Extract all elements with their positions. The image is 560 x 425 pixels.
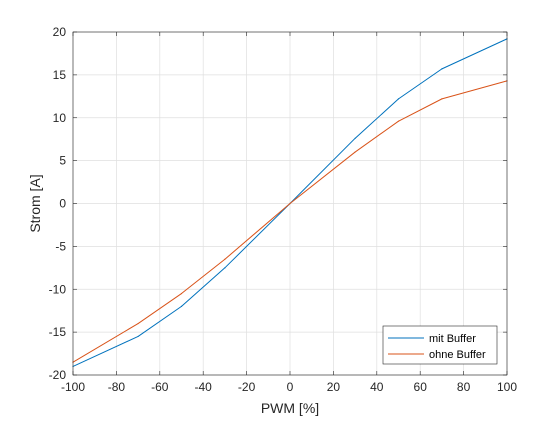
y-tick-label: -5	[55, 239, 66, 253]
y-tick-label: -20	[49, 368, 67, 382]
x-tick-label: 80	[457, 380, 471, 394]
data-point-ohne-buffer	[397, 120, 400, 122]
x-tick-label: 0	[287, 380, 294, 394]
data-point-mit-buffer	[397, 98, 400, 100]
x-tick-label: -100	[61, 380, 85, 394]
y-tick-label: 15	[53, 68, 67, 82]
y-tick-label: -10	[49, 282, 67, 296]
x-tick-label: 20	[327, 380, 341, 394]
data-point-ohne-buffer	[224, 258, 226, 260]
data-point-ohne-buffer	[137, 322, 139, 325]
y-tick-label: 0	[59, 197, 66, 211]
data-point-mit-buffer	[224, 267, 226, 269]
x-tick-label: -20	[238, 380, 256, 394]
data-point-mit-buffer	[137, 335, 139, 338]
x-axis-label: PWM [%]	[261, 400, 319, 416]
data-point-mit-buffer	[354, 137, 356, 139]
legend-box	[382, 325, 498, 365]
x-tick-label: -60	[151, 380, 169, 394]
x-tick-label: 100	[497, 380, 517, 394]
legend-label-mit-buffer: mit Buffer	[429, 333, 476, 345]
tick-labels: -100 -80 -60 -40 -20 0 20 40 60 80 100 -20 -15 -10 -5 0…	[49, 25, 518, 394]
legend: mit Buffer ohne Buffer	[382, 325, 498, 365]
series-layer	[72, 38, 508, 368]
y-tick-label: -15	[49, 325, 67, 339]
data-point-mit-buffer	[180, 305, 183, 307]
data-point-ohne-buffer	[354, 151, 356, 153]
y-axis-label: Strom [A]	[27, 174, 43, 232]
legend-label-ohne-buffer: ohne Buffer	[429, 349, 486, 361]
data-point-ohne-buffer	[441, 98, 443, 100]
x-tick-label: -80	[108, 380, 126, 394]
x-tick-label: -40	[195, 380, 213, 394]
y-tick-label: 20	[53, 25, 67, 39]
x-tick-label: 60	[414, 380, 428, 394]
x-tick-label: 40	[370, 380, 384, 394]
y-tick-label: 10	[53, 111, 67, 125]
y-tick-label: 5	[59, 154, 66, 168]
data-point-ohne-buffer	[180, 292, 183, 295]
ticks	[72, 31, 508, 376]
data-point-ohne-buffer	[289, 202, 291, 205]
data-point-mit-buffer	[441, 68, 443, 70]
